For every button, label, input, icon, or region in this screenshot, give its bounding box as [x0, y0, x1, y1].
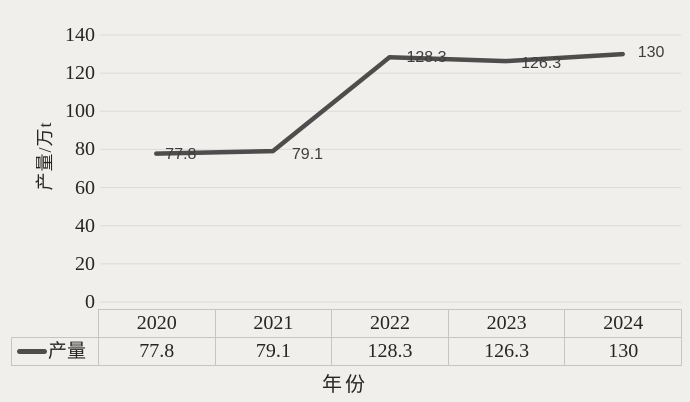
table-value-cell: 130 — [564, 337, 682, 366]
data-label: 77.8 — [165, 145, 197, 163]
y-tick-label: 120 — [65, 62, 95, 85]
y-tick-label: 80 — [75, 138, 95, 161]
table-year-cell: 2020 — [98, 309, 216, 338]
series-line — [154, 51, 625, 156]
table-year-cell: 2023 — [447, 309, 566, 338]
data-label: 79.1 — [291, 146, 324, 164]
table-value-cell: 79.1 — [214, 337, 333, 366]
table-year-cell: 2021 — [214, 309, 333, 338]
x-axis-title: 年份 — [322, 374, 368, 396]
y-tick-label: 0 — [85, 291, 95, 313]
y-tick-label: 20 — [75, 252, 95, 275]
data-label: 128.3 — [406, 49, 447, 67]
legend-label: 产量 — [48, 341, 87, 362]
y-tick-label: 40 — [75, 214, 95, 237]
legend-cell: 产量 — [11, 337, 99, 366]
data-label: 126.3 — [521, 55, 562, 73]
table-value-cell: 77.8 — [98, 337, 216, 366]
y-tick-label: 140 — [65, 24, 95, 46]
table-year-cell: 2024 — [564, 309, 682, 338]
y-tick-label: 100 — [65, 100, 95, 123]
legend-line-marker-icon — [17, 349, 47, 354]
table-value-cell: 126.3 — [447, 337, 566, 366]
table-value-cell: 128.3 — [331, 337, 449, 366]
data-label: 130 — [637, 44, 665, 62]
table-year-cell: 2022 — [331, 309, 449, 338]
y-tick-label: 60 — [75, 176, 95, 199]
